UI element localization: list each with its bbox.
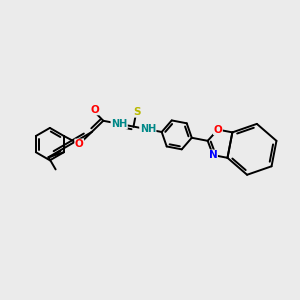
Text: S: S (134, 107, 141, 117)
Text: N: N (209, 150, 218, 160)
Text: NH: NH (111, 119, 127, 129)
Text: O: O (90, 105, 99, 115)
Text: NH: NH (140, 124, 156, 134)
Text: O: O (214, 124, 222, 135)
Text: O: O (75, 139, 84, 149)
